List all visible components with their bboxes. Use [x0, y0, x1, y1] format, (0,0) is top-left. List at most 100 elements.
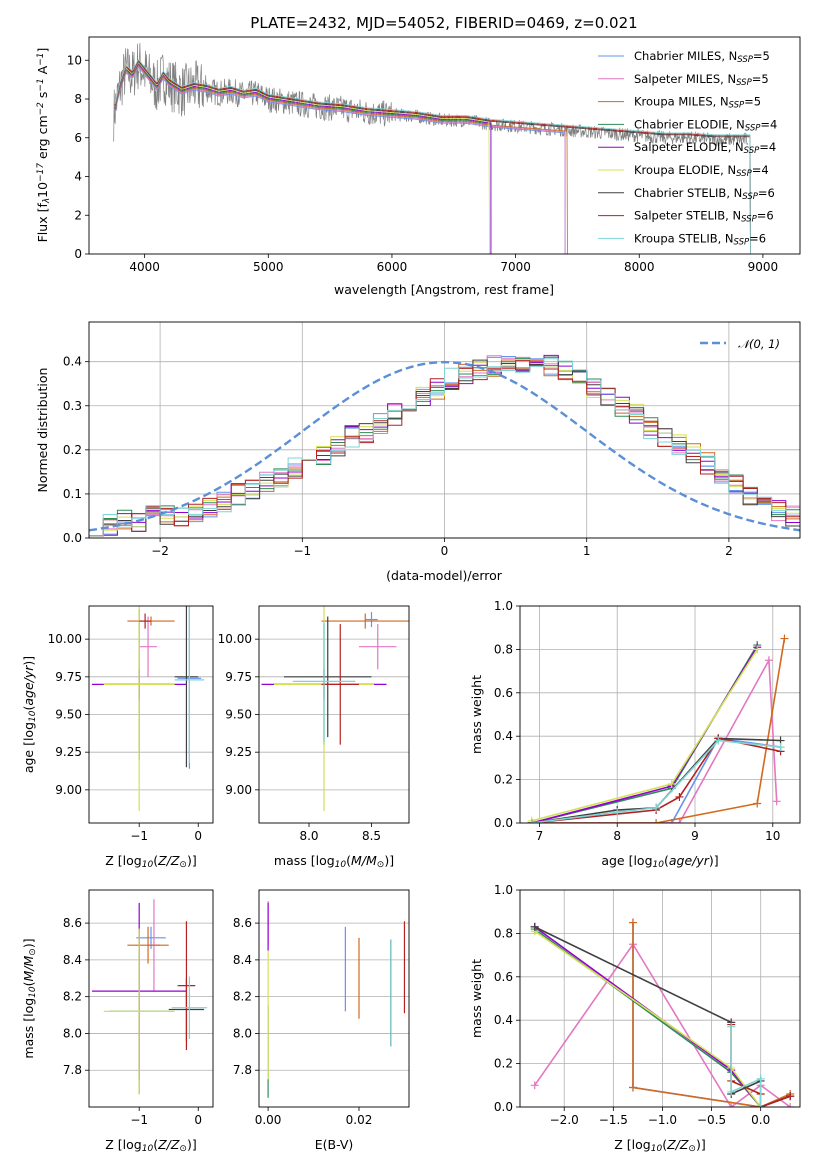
- label-part: M/M: [21, 955, 36, 981]
- label-part: 10: [28, 710, 38, 722]
- y-axis-label: mass weight: [469, 959, 484, 1038]
- model-spectrum-5: [114, 61, 491, 254]
- y-tick-label: 0.2: [63, 443, 82, 457]
- label-part: Z [log: [105, 1137, 141, 1152]
- legend-label: Chabrier ELODIE, NSSP=4: [634, 117, 777, 133]
- legend-label: Chabrier STELIB, NSSP=6: [634, 186, 775, 202]
- label-part: (: [664, 853, 669, 868]
- label-part: Normed distribution: [35, 368, 50, 493]
- x-tick-label: 9: [691, 829, 699, 843]
- x-tick-label: −1: [130, 1113, 148, 1127]
- x-tick-label: −1: [293, 544, 311, 558]
- plot-area-spectrum: [113, 42, 751, 254]
- legend-text: Kroupa MILES, N: [634, 95, 729, 109]
- weight-marker: [727, 1087, 736, 1096]
- x-tick-label: −2: [151, 544, 169, 558]
- label-part: 10: [35, 182, 50, 198]
- legend-text: Chabrier ELODIE, N: [634, 117, 745, 131]
- weight-line-0: [531, 737, 781, 823]
- weight-marker: [675, 819, 684, 823]
- y-tick-label: 8.2: [233, 990, 252, 1004]
- legend-text-post: =5: [753, 49, 770, 63]
- label-part: (data-model)/error: [386, 568, 503, 583]
- y-tick-label: 0.8: [494, 926, 513, 940]
- x-axis-label: Z [log10(Z/Z⊙)]: [105, 1137, 196, 1154]
- legend-sub: SSP: [736, 169, 752, 179]
- label-part: age [log: [21, 722, 36, 773]
- x-tick-label: 2: [725, 544, 733, 558]
- legend-text-post: =4: [760, 117, 777, 131]
- panel-weight_vs_Z: −2.0 −1.5 −1.0 −0.5 0.0 0.0 0.2 0.4 0.6 0.8 1.0 Z […: [469, 883, 801, 1154]
- weight-marker: [776, 743, 785, 752]
- label-part: )]: [187, 853, 197, 868]
- y-tick-label: 10.00: [48, 632, 82, 646]
- plot-area-age_vs_mass: [261, 606, 409, 811]
- model-spectrum-7: [114, 59, 751, 254]
- label-part: )]: [187, 1137, 197, 1152]
- y-tick-label: 2: [74, 208, 82, 222]
- grid-age_vs_mass: [259, 638, 409, 791]
- label-part: (: [153, 853, 158, 868]
- legend-text: Salpeter ELODIE, N: [634, 140, 744, 154]
- weight-marker: [780, 634, 789, 643]
- weight-marker: [756, 1103, 765, 1107]
- x-tick-label: −1: [130, 829, 148, 843]
- weight-marker: [527, 819, 536, 823]
- weight-marker: [675, 792, 684, 801]
- panel-mass_vs_Z: −1 07.88.08.28.48.6Z [log10(Z/Z⊙)]mass [l…: [21, 889, 214, 1154]
- label-part: ⊙: [377, 860, 385, 870]
- label-part: ⊙: [688, 1144, 696, 1154]
- label-part: )]: [384, 853, 394, 868]
- weight-marker: [628, 1083, 637, 1092]
- y-tick-label: 0: [74, 247, 82, 261]
- errorbar-point: [284, 616, 372, 738]
- y-tick-label: 9.50: [55, 708, 82, 722]
- y-tick-label: 0.8: [494, 642, 513, 656]
- errorbar-point: [359, 624, 397, 670]
- axes-frame: [519, 889, 801, 1108]
- y-tick-label: 0.0: [63, 531, 82, 545]
- x-tick-label: 5000: [253, 260, 284, 274]
- y-tick-label: 0.3: [63, 399, 82, 413]
- label-part: ⊙: [179, 1144, 187, 1154]
- weight-marker: [714, 736, 723, 745]
- label-part: erg cm: [35, 115, 50, 163]
- y-axis-label: Flux [fλ10−17 erg cm−2 s−1 A−1]: [35, 48, 52, 243]
- weight-marker: [530, 1081, 539, 1090]
- legend-label: Salpeter MILES, NSSP=5: [634, 72, 769, 88]
- label-part: ⊙: [179, 860, 187, 870]
- y-tick-label: 9.75: [225, 670, 252, 684]
- legend-text: Kroupa STELIB, N: [634, 231, 734, 245]
- weight-marker: [652, 803, 661, 812]
- y-tick-label: 8.4: [233, 953, 252, 967]
- y-tick-label: 6: [74, 131, 82, 145]
- x-tick-label: 0: [194, 829, 202, 843]
- axes-frame: [88, 36, 801, 255]
- legend-text-post: =6: [757, 209, 774, 223]
- label-part: 10: [142, 1144, 154, 1154]
- axes-frame: [88, 605, 214, 824]
- axes-frame: [519, 605, 801, 824]
- label-part: age/yr: [669, 853, 710, 868]
- weight-line-4: [531, 646, 758, 823]
- legend-text-post: =4: [752, 163, 769, 177]
- x-axis-label: E(B-V): [315, 1137, 354, 1152]
- label-part: 10: [335, 860, 347, 870]
- y-tick-label: 8.0: [233, 1026, 252, 1040]
- model-spectrum-3: [114, 63, 492, 254]
- x-tick-label: −0.5: [697, 1113, 726, 1127]
- y-tick-label: 8.0: [63, 1026, 82, 1040]
- legend-sub: SSP: [729, 101, 745, 111]
- legend-text: Kroupa ELODIE, N: [634, 163, 736, 177]
- y-tick-label: 1.0: [494, 883, 513, 897]
- label-part: −1: [36, 53, 46, 66]
- y-tick-label: 8.6: [63, 916, 82, 930]
- label-part: (: [21, 706, 36, 711]
- weight-marker: [530, 922, 539, 931]
- weight-marker: [613, 808, 622, 817]
- weight-line-2: [632, 922, 791, 1107]
- label-part: wavelength [Angstrom, rest frame]: [334, 282, 554, 297]
- x-tick-label: 1: [583, 544, 591, 558]
- weight-marker: [764, 656, 773, 665]
